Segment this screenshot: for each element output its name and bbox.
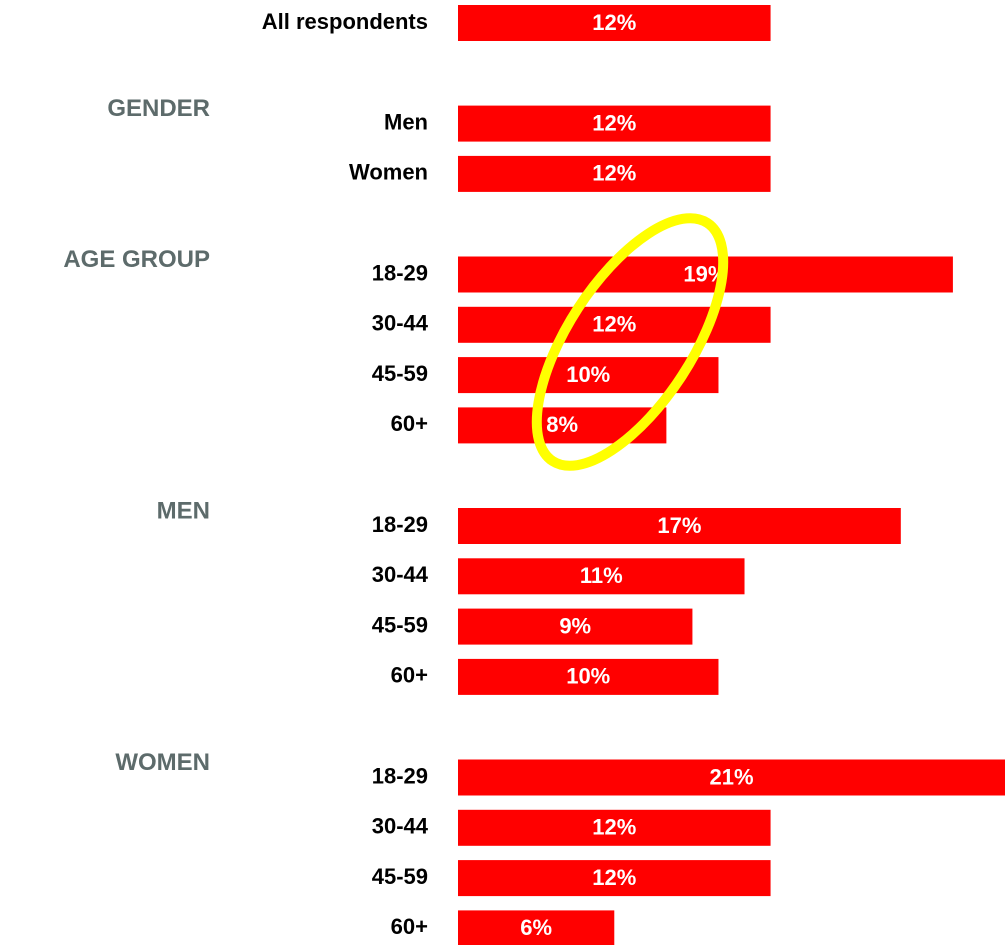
bar: [458, 105, 771, 142]
bar: [458, 155, 771, 192]
value-label: 11%: [580, 563, 623, 588]
value-label: 9%: [559, 613, 591, 638]
category-label: Women: [349, 160, 428, 185]
value-label: 12%: [592, 161, 636, 186]
category-label: 18-29: [372, 260, 428, 285]
group-heading: MEN: [157, 497, 210, 524]
value-label: 6%: [520, 915, 552, 940]
bar: [458, 256, 953, 293]
category-label: 30-44: [372, 814, 429, 839]
group-heading: GENDER: [107, 95, 210, 122]
category-label: 45-59: [372, 864, 428, 889]
category-label: Men: [384, 109, 428, 134]
bar: [458, 809, 771, 846]
value-label: 10%: [566, 664, 610, 689]
bar: [458, 558, 745, 595]
value-label: 12%: [592, 312, 636, 337]
category-label: 30-44: [372, 562, 429, 587]
category-label: 45-59: [372, 612, 428, 637]
highlight-ellipse: [531, 213, 729, 471]
category-label: All respondents: [262, 9, 428, 34]
bar: [458, 658, 719, 695]
bar: [458, 860, 771, 897]
bar: [458, 5, 771, 41]
category-label: 60+: [391, 663, 428, 688]
group-heading: WOMEN: [115, 749, 210, 776]
category-label: 60+: [391, 914, 428, 939]
category-label: 18-29: [372, 512, 428, 537]
value-label: 21%: [709, 764, 753, 789]
bar: [458, 910, 615, 945]
value-label: 12%: [592, 865, 636, 890]
value-label: 17%: [657, 513, 701, 538]
bar: [458, 759, 1005, 796]
value-label: 10%: [566, 362, 610, 387]
value-label: 12%: [592, 10, 636, 35]
value-label: 12%: [592, 815, 636, 840]
category-label: 45-59: [372, 361, 428, 386]
value-label: 8%: [546, 412, 578, 437]
group-heading: AGE GROUP: [63, 246, 210, 273]
category-label: 18-29: [372, 763, 428, 788]
category-label: 30-44: [372, 311, 429, 336]
value-label: 12%: [592, 110, 636, 135]
category-label: 60+: [391, 411, 428, 436]
bar: [458, 608, 693, 645]
bar: [458, 508, 901, 544]
